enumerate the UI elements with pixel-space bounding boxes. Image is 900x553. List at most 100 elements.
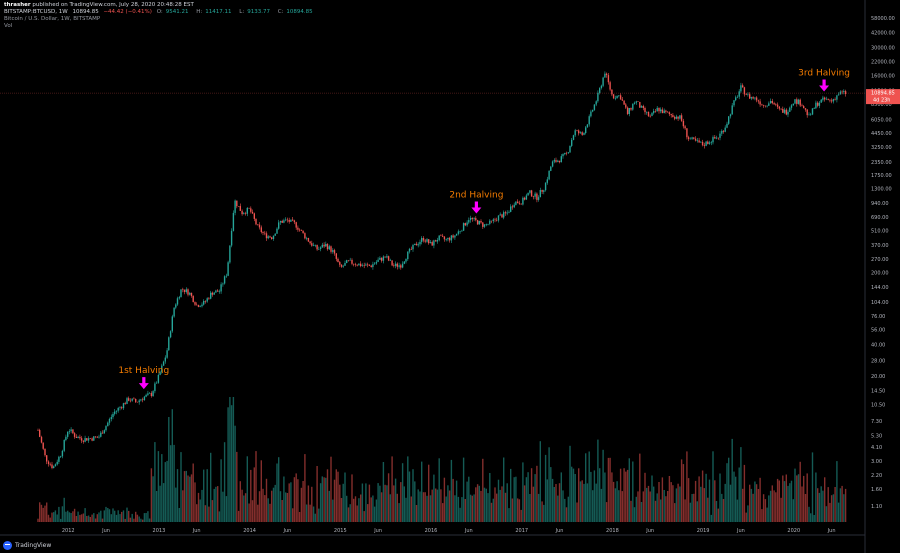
volume-bar (818, 492, 821, 522)
volume-bar (820, 486, 822, 522)
y-tick-label: 1750.00 (871, 173, 892, 179)
volume-bar (377, 483, 379, 522)
candle-body (543, 190, 545, 192)
candle-body (176, 298, 179, 305)
volume-bar (379, 485, 381, 522)
volume-bar (496, 493, 498, 522)
volume-bar (510, 468, 512, 522)
volume-bar (63, 497, 65, 522)
volume-bar (192, 463, 194, 522)
y-tick-label: 1.10 (871, 504, 882, 510)
candle-body (794, 99, 796, 104)
volume-bar (122, 510, 125, 522)
candle-body (532, 196, 535, 197)
volume-bar (745, 512, 747, 522)
volume-bar (609, 457, 611, 522)
candle-body (196, 304, 198, 306)
candle-body (412, 245, 414, 250)
candle-body (192, 296, 194, 303)
volume-bar (625, 471, 627, 522)
volume-bar (412, 469, 414, 522)
candle-body (400, 265, 402, 268)
candle-body (42, 442, 44, 449)
candle-body (326, 244, 329, 250)
volume-bar (203, 469, 205, 522)
candle-body (178, 297, 180, 299)
candle-body (323, 244, 325, 247)
candle-body (747, 94, 749, 95)
candle-body (342, 265, 344, 267)
volume-bar (668, 476, 671, 522)
candle-body (162, 361, 165, 366)
volume-bar (504, 492, 507, 522)
candle-body (187, 289, 189, 295)
volume-bar (452, 478, 454, 522)
candle-body (803, 106, 805, 109)
candle-body (37, 430, 39, 431)
volume-bar (114, 510, 116, 522)
volume-bar (115, 514, 118, 522)
candle-body (689, 138, 692, 140)
candle-body (813, 108, 815, 109)
candle-body (834, 99, 836, 100)
volume-bar (290, 482, 292, 522)
volume-bar (129, 517, 132, 522)
candle-body (817, 102, 819, 106)
candle-body (436, 240, 439, 242)
author-name[interactable]: thrasher (4, 2, 31, 8)
candle-body (281, 221, 283, 223)
y-tick-label: 8500.00 (871, 102, 892, 108)
y-tick-label: 20.00 (871, 374, 885, 380)
volume-bar (762, 494, 765, 522)
candle-body (157, 375, 160, 383)
volume-bar (804, 494, 807, 522)
volume-bar (511, 498, 514, 522)
volume-bar (243, 495, 245, 522)
candle-body (197, 305, 200, 307)
x-tick-label: 2017 (515, 528, 528, 534)
candle-body (529, 190, 531, 193)
candle-body (258, 224, 261, 228)
candle-body (450, 235, 453, 241)
volume-bar (841, 485, 843, 522)
candle-body (206, 298, 208, 302)
candle-body (574, 130, 576, 136)
volume-bar (642, 491, 644, 522)
volume-bar (168, 417, 170, 522)
volume-bar (68, 512, 71, 522)
candle-body (222, 283, 224, 285)
x-tick-label: Jun (645, 528, 654, 534)
candle-body (843, 91, 845, 92)
volume-bar (837, 502, 840, 522)
volume-bar (244, 493, 247, 522)
volume-bar (58, 506, 60, 522)
x-tick-label: Jun (373, 528, 382, 534)
volume-bar (543, 504, 545, 522)
candle-body (743, 87, 746, 95)
volume-bar (674, 503, 676, 522)
volume-bar (176, 469, 179, 522)
candle-body (511, 206, 514, 208)
y-tick-label: 22000.00 (871, 59, 895, 65)
time-axis[interactable]: 2012 Jun 2013 Jun 2014 Jun 2015 Jun 2016 Jun 2017 J… (62, 528, 836, 534)
candle-body (407, 251, 409, 260)
volume-bar (269, 503, 271, 522)
tradingview-logo[interactable]: TradingView (3, 541, 51, 550)
volume-bar (583, 483, 585, 522)
candle-body (84, 438, 86, 442)
candle-body (647, 111, 650, 116)
volume-bar (728, 457, 730, 522)
volume-bar (307, 485, 310, 522)
candle-body (576, 130, 578, 131)
candle-body (644, 108, 646, 113)
volume-bar (302, 481, 304, 522)
candle-body (616, 95, 618, 99)
candle-body (698, 140, 700, 143)
candle-body (227, 262, 229, 276)
candle-body (471, 217, 473, 219)
volume-bar (469, 494, 472, 522)
candle-body (100, 432, 102, 437)
volume-bar (829, 502, 831, 522)
candle-body (86, 438, 88, 441)
